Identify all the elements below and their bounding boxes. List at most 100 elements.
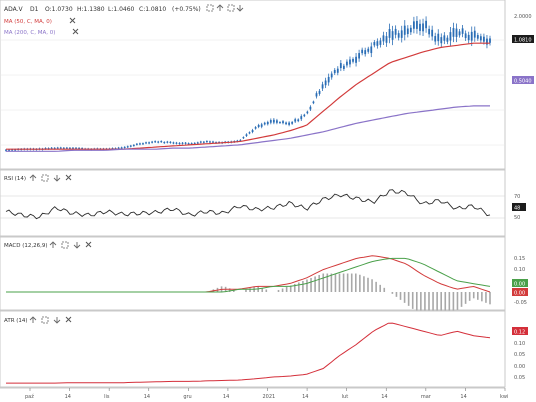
time-label: kwi bbox=[500, 394, 508, 400]
time-label: 14 bbox=[65, 394, 71, 400]
arrow-down-icon[interactable] bbox=[73, 242, 81, 249]
candle-body bbox=[303, 114, 306, 117]
candle-body bbox=[388, 29, 391, 38]
candle-body bbox=[151, 141, 154, 143]
candle-body bbox=[358, 53, 361, 59]
candle-body bbox=[428, 28, 431, 35]
candle-body bbox=[419, 23, 421, 31]
macd-hist-bar bbox=[456, 292, 459, 310]
legend-ohlc: ADA.V D1 O:1.0730 H:1.1380 L:1.0460 C:1.… bbox=[4, 4, 244, 13]
macd-hist-bar bbox=[326, 273, 329, 292]
candle-body bbox=[285, 122, 287, 125]
macd-pane[interactable]: MACD (12,26,9) 0.15 0.10 0.00 0.00 -0.05 bbox=[0, 236, 528, 317]
candle-body bbox=[72, 147, 74, 149]
candle-body bbox=[479, 36, 482, 41]
macd-hist-bar bbox=[310, 277, 312, 292]
macd-hist-bar bbox=[375, 281, 377, 292]
legend-interval: D1 bbox=[30, 6, 39, 13]
rsi-label: RSI (14) bbox=[4, 176, 26, 182]
candle-body bbox=[473, 30, 476, 38]
macd-hist-bar bbox=[314, 276, 316, 292]
maximize-icon[interactable] bbox=[206, 4, 214, 12]
candle-body bbox=[78, 147, 80, 150]
arrow-up-icon[interactable] bbox=[29, 316, 37, 323]
atr-tick-3: 0.00 bbox=[514, 364, 525, 370]
ma200-label: MA (200, C, MA, 0) bbox=[4, 30, 55, 36]
candle-body bbox=[409, 27, 412, 33]
candle-body bbox=[129, 145, 132, 147]
atr-tick-1: 0.10 bbox=[514, 341, 525, 347]
candle-body bbox=[190, 143, 193, 145]
arrow-up-icon[interactable] bbox=[216, 4, 224, 11]
candle-body bbox=[382, 35, 385, 42]
macd-hist-bar bbox=[289, 285, 292, 292]
macd-hist-bar bbox=[420, 292, 422, 315]
candle-body bbox=[166, 141, 169, 143]
candle-body bbox=[8, 149, 10, 151]
macd-hist-bar bbox=[367, 277, 369, 292]
candle-body bbox=[50, 147, 53, 149]
candle-body bbox=[163, 141, 166, 144]
candle-body bbox=[458, 31, 461, 36]
macd-tag-2-text: 0.00 bbox=[514, 291, 525, 297]
time-label: 14 bbox=[144, 394, 150, 400]
main-grid bbox=[0, 39, 505, 146]
candle-body bbox=[181, 142, 184, 144]
close-icon[interactable] bbox=[65, 316, 72, 323]
arrow-up-icon[interactable] bbox=[49, 241, 57, 248]
macd-tick-2: 0.10 bbox=[514, 267, 525, 273]
arrow-down-icon[interactable] bbox=[53, 175, 61, 182]
candle-body bbox=[412, 21, 415, 29]
legend-ma50[interactable]: MA (50, C, MA, 0) bbox=[4, 17, 76, 25]
arrow-down-icon[interactable] bbox=[53, 317, 61, 324]
rsi-tick-50: 50 bbox=[514, 215, 520, 221]
candle-body bbox=[406, 28, 409, 35]
legend-change: (+0.75%) bbox=[172, 6, 201, 13]
atr-line bbox=[6, 322, 491, 384]
legend-ma200[interactable]: MA (200, C, MA, 0) bbox=[4, 28, 79, 36]
arrow-down-icon[interactable] bbox=[236, 5, 244, 12]
macd-hist-bar bbox=[302, 280, 304, 292]
macd-hist-bar bbox=[298, 282, 300, 292]
close-icon[interactable] bbox=[72, 28, 79, 35]
candle-body bbox=[263, 122, 266, 125]
candle-body bbox=[483, 36, 485, 42]
candle-body bbox=[135, 143, 138, 145]
candle-body bbox=[65, 147, 68, 149]
candle-body bbox=[403, 25, 406, 35]
candle-body bbox=[364, 50, 367, 55]
macd-label: MACD (12,26,9) bbox=[4, 243, 48, 249]
candle-body bbox=[467, 34, 470, 41]
copy-icon[interactable] bbox=[227, 4, 235, 12]
close-icon[interactable] bbox=[65, 174, 72, 181]
macd-hist-bar bbox=[346, 273, 349, 292]
close-icon[interactable] bbox=[85, 241, 92, 248]
candle-body bbox=[14, 149, 17, 151]
candle-body bbox=[461, 28, 464, 34]
copy-icon[interactable] bbox=[41, 174, 49, 182]
copy-icon[interactable] bbox=[61, 241, 69, 249]
copy-icon[interactable] bbox=[41, 316, 49, 324]
candle-body bbox=[172, 142, 175, 144]
candle-body bbox=[339, 63, 342, 69]
macd-hist-bar bbox=[464, 292, 467, 304]
candle-body bbox=[455, 28, 458, 37]
candle-body bbox=[44, 147, 47, 150]
macd-hist-bar bbox=[261, 288, 264, 292]
candle-body bbox=[486, 38, 488, 45]
arrow-up-icon[interactable] bbox=[29, 174, 37, 181]
atr-pane[interactable]: ATR (14) 0.12 0.10 0.05 0.00 0.05 bbox=[0, 310, 528, 388]
candle-body bbox=[132, 144, 135, 147]
candle-body bbox=[56, 147, 59, 149]
macd-hist-bar bbox=[306, 279, 308, 292]
candle-body bbox=[425, 20, 427, 29]
macd-hist-bar bbox=[424, 292, 426, 317]
rsi-pane[interactable]: RSI (14) 70 48 50 bbox=[0, 169, 526, 237]
time-axis: paź 14 lis 14 gru 14 2021 14 lut 14 mar 14 kwi bbox=[0, 387, 508, 400]
candle-body bbox=[370, 46, 373, 54]
main-pane[interactable]: ADA.V D1 O:1.0730 H:1.1380 L:1.0460 C:1.… bbox=[0, 0, 506, 170]
macd-tag-1-text: 0.00 bbox=[514, 282, 525, 288]
close-icon[interactable] bbox=[69, 17, 76, 24]
candle-body bbox=[431, 29, 434, 37]
candle-body bbox=[352, 58, 354, 62]
